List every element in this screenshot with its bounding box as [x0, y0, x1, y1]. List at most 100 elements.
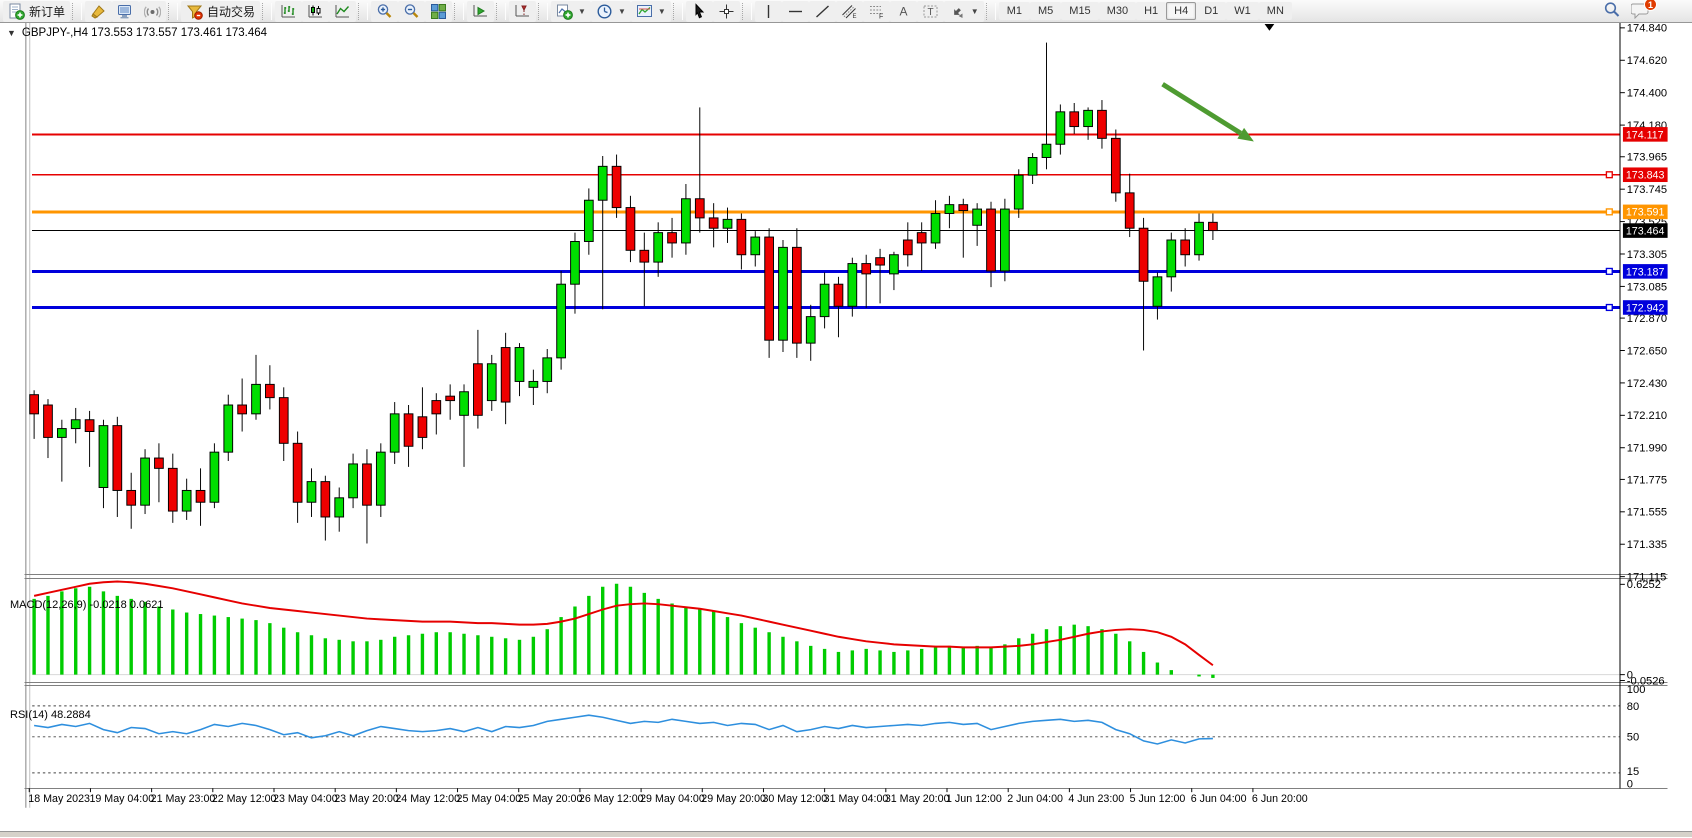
auto-scroll-button[interactable] — [467, 0, 495, 22]
signals-icon — [144, 5, 162, 18]
svg-text:173.187: 173.187 — [1626, 266, 1665, 278]
chevron-down-icon: ▼ — [970, 6, 979, 16]
indicators-button[interactable]: ▼ — [551, 0, 591, 22]
cursor-button[interactable] — [685, 0, 713, 22]
zoom-out-icon — [404, 3, 419, 18]
toolbar-grip — [262, 2, 273, 20]
svg-text:6 Jun 20:00: 6 Jun 20:00 — [1252, 793, 1308, 805]
zoom-in-icon — [377, 3, 392, 18]
templates-button[interactable]: ▼ — [630, 0, 671, 22]
channel-button[interactable]: E — [835, 0, 863, 22]
svg-text:171.990: 171.990 — [1627, 443, 1667, 455]
svg-text:50: 50 — [1627, 732, 1639, 744]
chat-button[interactable]: 1 — [1631, 0, 1657, 19]
timeframe-m1-button[interactable]: M1 — [998, 2, 1030, 20]
crosshair-button[interactable] — [712, 0, 740, 22]
timeframe-m15-button[interactable]: M15 — [1061, 2, 1099, 20]
styler-button[interactable] — [85, 0, 113, 22]
svg-text:E: E — [852, 14, 856, 20]
svg-text:25 May 20:00: 25 May 20:00 — [518, 793, 583, 805]
svg-text:172.870: 172.870 — [1627, 313, 1667, 325]
timeframe-mn-button[interactable]: MN — [1258, 2, 1292, 20]
svg-text:171.555: 171.555 — [1627, 507, 1667, 519]
svg-text:18 May 2023: 18 May 2023 — [28, 793, 90, 805]
indicators-icon — [557, 4, 573, 20]
fibonacci-button[interactable]: F — [862, 0, 890, 22]
timeframe-d1-button[interactable]: D1 — [1196, 2, 1227, 20]
horizontal-line-button[interactable] — [781, 0, 809, 22]
rsi-indicator-label: RSI(14) 48.2884 — [10, 709, 91, 721]
svg-text:172.210: 172.210 — [1627, 410, 1667, 422]
text-label-button[interactable]: T — [916, 0, 944, 22]
bar-chart-button[interactable] — [275, 0, 303, 22]
toolbar-grip — [454, 2, 465, 20]
timeframe-m30-button[interactable]: M30 — [1098, 2, 1137, 20]
zoom-out-button[interactable] — [398, 0, 426, 22]
fibonacci-icon: F — [869, 5, 883, 20]
svg-text:173.305: 173.305 — [1627, 249, 1667, 261]
svg-text:0.6252: 0.6252 — [1627, 579, 1661, 591]
chevron-down-icon: ▼ — [617, 6, 626, 16]
svg-text:1 Jun 12:00: 1 Jun 12:00 — [946, 793, 1002, 805]
svg-text:174.117: 174.117 — [1626, 129, 1664, 141]
svg-text:172.942: 172.942 — [1626, 302, 1665, 314]
window-bottom-edge — [0, 831, 1692, 837]
candlestick-button[interactable] — [302, 0, 330, 22]
svg-text:100: 100 — [1627, 684, 1646, 696]
toolbar: 新订单 自动交易 ▼ ▼ — [0, 0, 1692, 23]
text-label-icon: T — [923, 5, 938, 18]
signals-button[interactable] — [139, 0, 167, 22]
toolbar-grip — [358, 2, 369, 20]
svg-text:174.180: 174.180 — [1627, 120, 1667, 132]
trendline-button[interactable] — [808, 0, 836, 22]
svg-text:25 May 04:00: 25 May 04:00 — [457, 793, 522, 805]
svg-text:4 Jun 23:00: 4 Jun 23:00 — [1068, 793, 1124, 805]
chart-shift-button[interactable] — [509, 0, 537, 22]
vertical-line-button[interactable] — [754, 0, 782, 22]
svg-text:173.085: 173.085 — [1627, 281, 1667, 293]
svg-text:31 May 04:00: 31 May 04:00 — [824, 793, 889, 805]
svg-text:A: A — [899, 4, 907, 18]
auto-trading-label: 自动交易 — [207, 4, 256, 19]
periods-clock-icon — [597, 3, 612, 19]
svg-text:29 May 04:00: 29 May 04:00 — [640, 793, 705, 805]
svg-text:15: 15 — [1627, 766, 1639, 778]
terminal-button[interactable] — [112, 0, 140, 22]
svg-text:F: F — [879, 13, 883, 20]
tile-windows-button[interactable] — [425, 0, 453, 22]
svg-text:21 May 23:00: 21 May 23:00 — [151, 793, 216, 805]
timeframe-h4-button[interactable]: H4 — [1166, 2, 1197, 20]
svg-text:6 Jun 04:00: 6 Jun 04:00 — [1191, 793, 1247, 805]
zoom-in-button[interactable] — [371, 0, 399, 22]
cursor-arrow-icon — [695, 2, 704, 18]
new-order-icon — [9, 3, 25, 20]
timeframe-m5-button[interactable]: M5 — [1030, 2, 1062, 20]
chart-canvas[interactable]: 174.840 174.620 174.400 174.180 173.965 173.7… — [0, 23, 1692, 831]
crosshair-icon — [719, 4, 734, 18]
auto-scroll-icon — [473, 4, 488, 16]
tile-windows-icon — [431, 3, 447, 19]
timeframe-h1-button[interactable]: H1 — [1136, 2, 1167, 20]
svg-text:171.335: 171.335 — [1627, 539, 1667, 551]
toolbar-grip — [985, 2, 996, 20]
auto-trading-button[interactable]: 自动交易 — [181, 0, 261, 22]
arrows-button[interactable]: ▼ — [943, 0, 984, 22]
svg-text:174.840: 174.840 — [1627, 23, 1667, 35]
timeframe-w1-button[interactable]: W1 — [1226, 2, 1259, 20]
periods-button[interactable]: ▼ — [590, 0, 631, 22]
svg-text:171.115: 171.115 — [1627, 572, 1666, 584]
trendline-icon — [815, 4, 829, 18]
new-order-button[interactable]: 新订单 — [3, 0, 71, 22]
svg-text:173.843: 173.843 — [1626, 170, 1665, 182]
search-button[interactable] — [1603, 1, 1621, 19]
line-chart-icon — [335, 4, 350, 17]
new-order-label: 新订单 — [29, 4, 66, 19]
chart-dropdown-icon[interactable]: ▼ — [7, 28, 16, 38]
svg-text:173.464: 173.464 — [1626, 225, 1665, 237]
svg-text:19 May 04:00: 19 May 04:00 — [89, 793, 154, 805]
text-button[interactable]: A — [889, 0, 917, 22]
line-chart-button[interactable] — [329, 0, 357, 22]
svg-text:31 May 20:00: 31 May 20:00 — [885, 793, 950, 805]
auto-trading-icon — [186, 5, 203, 20]
search-icon — [1604, 2, 1620, 17]
